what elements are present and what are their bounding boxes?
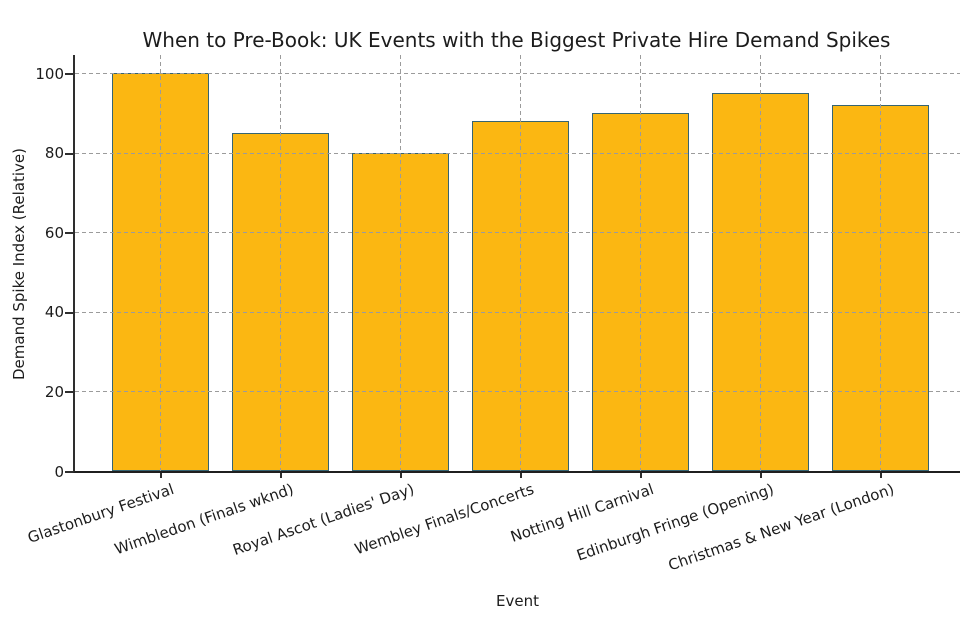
y-tick-mark — [65, 311, 73, 314]
x-tick-mark — [279, 473, 282, 478]
v-gridline — [640, 55, 641, 471]
v-gridline — [520, 55, 521, 471]
x-tick-mark — [879, 473, 882, 478]
x-tick-mark — [519, 473, 522, 478]
y-tick-label: 40 — [44, 303, 64, 322]
h-gridline — [75, 232, 960, 234]
v-gridline — [400, 55, 401, 471]
v-gridline — [280, 55, 281, 471]
plot-area — [73, 55, 960, 473]
y-tick-mark — [65, 73, 73, 75]
h-gridline — [75, 73, 960, 74]
v-gridline — [880, 55, 881, 471]
y-tick-mark — [65, 391, 73, 394]
y-tick-label: 60 — [44, 223, 64, 242]
x-tick-mark — [639, 473, 642, 478]
y-tick-label: 0 — [54, 462, 64, 481]
y-tick-label: 100 — [35, 64, 64, 83]
x-tick-label: Edinburgh Fringe (Opening) — [574, 480, 777, 565]
x-tick-label: Christmas & New Year (London) — [665, 480, 897, 575]
h-gridline — [75, 311, 960, 313]
h-gridline — [75, 152, 960, 154]
x-axis-label: Event — [496, 592, 539, 610]
y-tick-mark — [65, 471, 73, 473]
h-gridline — [75, 391, 960, 393]
v-gridline — [760, 55, 761, 471]
y-tick-label: 80 — [44, 144, 64, 163]
y-tick-mark — [65, 152, 73, 155]
v-gridline — [160, 55, 161, 471]
chart-title: When to Pre-Book: UK Events with the Big… — [142, 28, 891, 52]
y-tick-label: 20 — [44, 382, 64, 401]
y-axis-label: Demand Spike Index (Relative) — [10, 148, 28, 380]
y-tick-mark — [65, 232, 73, 235]
x-tick-mark — [159, 473, 162, 478]
x-tick-mark — [399, 473, 402, 478]
x-tick-mark — [759, 473, 762, 478]
